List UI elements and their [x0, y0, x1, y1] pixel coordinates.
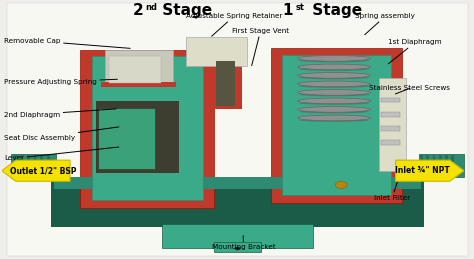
- Text: Stage: Stage: [307, 4, 362, 18]
- Text: Mounting Bracket: Mounting Bracket: [212, 236, 275, 250]
- Text: Adjustable Spring Retainer: Adjustable Spring Retainer: [186, 13, 282, 36]
- Bar: [216, 61, 235, 106]
- Ellipse shape: [299, 76, 369, 79]
- Ellipse shape: [298, 73, 371, 78]
- Bar: [451, 155, 454, 177]
- Bar: [271, 48, 402, 203]
- Text: Inlet ¾" NPT: Inlet ¾" NPT: [395, 166, 450, 175]
- Bar: [47, 155, 50, 178]
- Ellipse shape: [298, 64, 371, 70]
- Bar: [105, 50, 173, 86]
- Polygon shape: [2, 160, 70, 181]
- Bar: [381, 140, 400, 145]
- Bar: [101, 82, 176, 87]
- Ellipse shape: [298, 56, 371, 61]
- Text: Lever: Lever: [4, 147, 119, 161]
- Text: 2nd Diaphragm: 2nd Diaphragm: [4, 109, 116, 118]
- Ellipse shape: [299, 102, 369, 105]
- Bar: [419, 154, 464, 177]
- Bar: [99, 109, 155, 169]
- Bar: [186, 37, 247, 66]
- Text: 1: 1: [283, 4, 293, 18]
- Ellipse shape: [235, 247, 240, 250]
- Polygon shape: [396, 160, 464, 181]
- Ellipse shape: [299, 68, 369, 71]
- Bar: [34, 155, 36, 178]
- Text: Stainless Steel Screws: Stainless Steel Screws: [369, 85, 450, 94]
- Bar: [40, 155, 43, 178]
- Ellipse shape: [299, 110, 369, 113]
- Bar: [433, 155, 436, 177]
- Bar: [439, 155, 442, 177]
- Ellipse shape: [299, 93, 369, 96]
- Bar: [420, 155, 423, 177]
- Bar: [283, 55, 391, 195]
- Bar: [381, 112, 400, 117]
- Ellipse shape: [298, 115, 371, 121]
- Bar: [14, 155, 17, 178]
- Text: st: st: [295, 3, 304, 12]
- Ellipse shape: [298, 106, 371, 112]
- Bar: [109, 56, 161, 83]
- Ellipse shape: [299, 85, 369, 88]
- Text: Inlet Filter: Inlet Filter: [374, 181, 410, 201]
- Bar: [162, 224, 313, 248]
- Bar: [214, 60, 242, 109]
- Text: Seat Disc Assembly: Seat Disc Assembly: [4, 127, 119, 141]
- Bar: [379, 78, 406, 171]
- Bar: [96, 101, 179, 173]
- Ellipse shape: [298, 81, 371, 87]
- Bar: [54, 177, 421, 189]
- Bar: [427, 155, 429, 177]
- Bar: [381, 98, 400, 103]
- Text: Spring assembly: Spring assembly: [356, 13, 415, 35]
- Text: Pressure Adjusting Spring: Pressure Adjusting Spring: [4, 79, 118, 85]
- Text: nd: nd: [146, 3, 158, 12]
- Bar: [20, 155, 23, 178]
- Text: 2: 2: [133, 4, 143, 18]
- Text: 1st Diaphragm: 1st Diaphragm: [388, 39, 442, 64]
- Bar: [445, 155, 447, 177]
- Bar: [52, 177, 424, 227]
- Bar: [80, 50, 214, 208]
- Ellipse shape: [298, 98, 371, 104]
- Bar: [27, 155, 30, 178]
- Ellipse shape: [335, 181, 347, 189]
- Bar: [92, 56, 203, 200]
- Bar: [381, 126, 400, 131]
- Ellipse shape: [299, 59, 369, 62]
- Ellipse shape: [299, 119, 369, 122]
- Bar: [11, 154, 56, 178]
- Text: Outlet 1/2" BSP: Outlet 1/2" BSP: [10, 166, 76, 175]
- Text: Stage: Stage: [157, 4, 212, 18]
- Text: First Stage Vent: First Stage Vent: [232, 28, 289, 66]
- Ellipse shape: [298, 90, 371, 95]
- Text: Removable Cap: Removable Cap: [4, 38, 130, 48]
- Bar: [214, 242, 261, 252]
